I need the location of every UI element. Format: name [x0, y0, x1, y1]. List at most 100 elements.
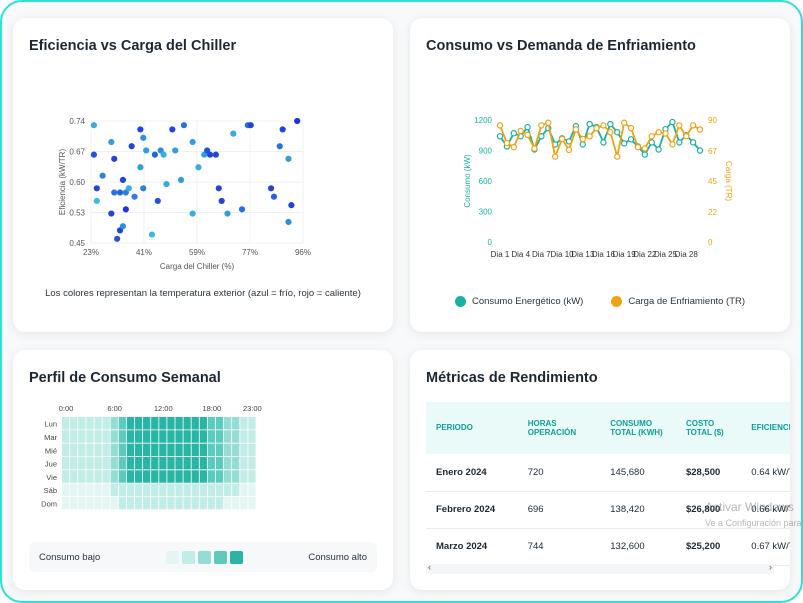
heatmap-cell [232, 456, 240, 470]
line-point-right [531, 145, 538, 152]
scatter-point [111, 189, 118, 196]
scatter-point [163, 181, 170, 188]
line-point-right [696, 126, 704, 133]
cell-efficiency: 0.67 kW/TR [741, 528, 790, 566]
line-point-left [676, 139, 683, 146]
line-y-right-tick: 45 [708, 177, 717, 186]
heatmap-cell [248, 496, 256, 510]
scatter-point [99, 172, 106, 179]
heatmap-cell [78, 456, 86, 470]
line-y-left-tick: 600 [479, 177, 493, 186]
legend-item-cooling[interactable]: Carga de Enfriamiento (TR) [611, 296, 745, 307]
heatmap-cell [248, 456, 256, 470]
heatmap-cell [94, 417, 102, 430]
heatmap-cell [183, 443, 191, 457]
heatmap-row-label: Sáb [44, 486, 57, 495]
legend-dot-consumption [454, 296, 466, 307]
heatmap-cell [159, 456, 167, 470]
heatmap-cell [151, 470, 159, 483]
metrics-card: Métricas de Rendimiento PERIODO HORAS OP… [410, 350, 790, 590]
line-point-left [669, 118, 676, 126]
scatter-point [108, 210, 115, 217]
heatmap-cell [167, 456, 175, 470]
heatmap-cell [102, 456, 110, 470]
heatmap-cell [126, 483, 135, 496]
heatmap-cell [70, 417, 78, 430]
heatmap-swatches [165, 550, 243, 564]
line-point-right [669, 141, 676, 148]
heatmap-cell [240, 443, 248, 457]
line-y-left-tick: 300 [479, 208, 493, 217]
cell-period: Marzo 2024 [426, 528, 518, 566]
heatmap-cell [224, 417, 232, 430]
heatmap-cell [134, 443, 143, 457]
heatmap-cell [183, 417, 191, 430]
scatter-y-tick: 0.53 [69, 209, 85, 218]
heatmap-cell [167, 417, 175, 430]
heatmap-row-label: Jue [45, 460, 57, 469]
scatter-point [218, 197, 225, 205]
heatmap-cell [70, 470, 78, 483]
line-point-right [627, 124, 635, 132]
heatmap-cell [143, 483, 151, 496]
cell-hours: 744 [517, 528, 601, 566]
col-header-cost[interactable]: COSTO TOTAL ($) [675, 402, 742, 454]
heatmap-cell [102, 470, 110, 483]
heatmap-cell [199, 430, 207, 443]
legend-item-consumption[interactable]: Consumo Energético (kW) [454, 296, 583, 307]
heatmap-cell [86, 443, 94, 457]
weekly-profile-card: Perfil de Consumo Semanal Lun Mar Mié Jue Vi… [13, 350, 393, 590]
scatter-point [267, 185, 275, 192]
scatter-point [93, 185, 100, 192]
heatmap-cell [118, 430, 126, 443]
line-point-right [496, 122, 504, 129]
line-point-left [641, 151, 649, 158]
heatmap-cell [78, 470, 86, 483]
heatmap-cell [62, 496, 70, 510]
heatmap-cell [175, 496, 183, 510]
scatter-point [119, 223, 127, 230]
col-header-period[interactable]: PERIODO [426, 402, 518, 454]
heatmap-cell [240, 456, 248, 470]
col-header-hours[interactable]: HORAS OPERACIÓN [517, 402, 601, 454]
heatmap-cell [191, 483, 199, 496]
heatmap-cell [94, 483, 102, 496]
cell-consumption: 132,600 [600, 528, 676, 566]
cell-efficiency: 0.66 kW/TR [741, 491, 790, 529]
heatmap-cell [62, 417, 70, 430]
heatmap-cell [159, 483, 167, 496]
line-point-left [579, 141, 586, 148]
scroll-left-arrow-icon[interactable]: ‹ [428, 562, 431, 572]
table-horizontal-scrollbar[interactable]: ‹ › [426, 562, 774, 574]
heatmap-cell [215, 470, 224, 483]
scatter-point [270, 193, 278, 200]
col-header-consumption[interactable]: CONSUMO TOTAL (KWH) [600, 402, 676, 454]
scatter-x-tick: 23% [83, 248, 99, 257]
heatmap-cell [215, 456, 224, 470]
weekly-heatmap: Lun Mar Mié Jue Vie Sáb Dom 0:00 6:00 12:00 18:00 2… [41, 404, 262, 510]
heatmap-cell [159, 496, 167, 510]
heatmap-cell [183, 430, 191, 443]
heatmap-cell [110, 443, 118, 457]
heatmap-cell [199, 417, 207, 430]
scatter-point [285, 155, 292, 162]
scatter-point [160, 151, 167, 158]
heatmap-cell [159, 470, 167, 483]
line-point-right [510, 143, 517, 151]
scatter-point [114, 235, 121, 242]
col-header-efficiency[interactable]: EFICIENCIA PROMEDIO [741, 402, 790, 454]
table-row: Febrero 2024 696 138,420 $26,800 0.66 kW… [426, 491, 790, 529]
heatmap-cell [143, 496, 151, 510]
heatmap-cell [118, 470, 126, 483]
heatmap-x-tick: 18:00 [202, 404, 221, 413]
heatmap-cell [167, 430, 175, 443]
heatmap-cell [224, 483, 232, 496]
heatmap-cell [183, 470, 191, 483]
heatmap-cell [215, 430, 224, 443]
line-point-right [662, 130, 669, 137]
heatmap-cell [86, 456, 94, 470]
line-x-tick: Dia 28 [675, 250, 699, 259]
heatmap-cell [232, 496, 240, 510]
scroll-right-arrow-icon[interactable]: › [769, 562, 772, 572]
line-y-right-tick: 0 [708, 238, 713, 247]
